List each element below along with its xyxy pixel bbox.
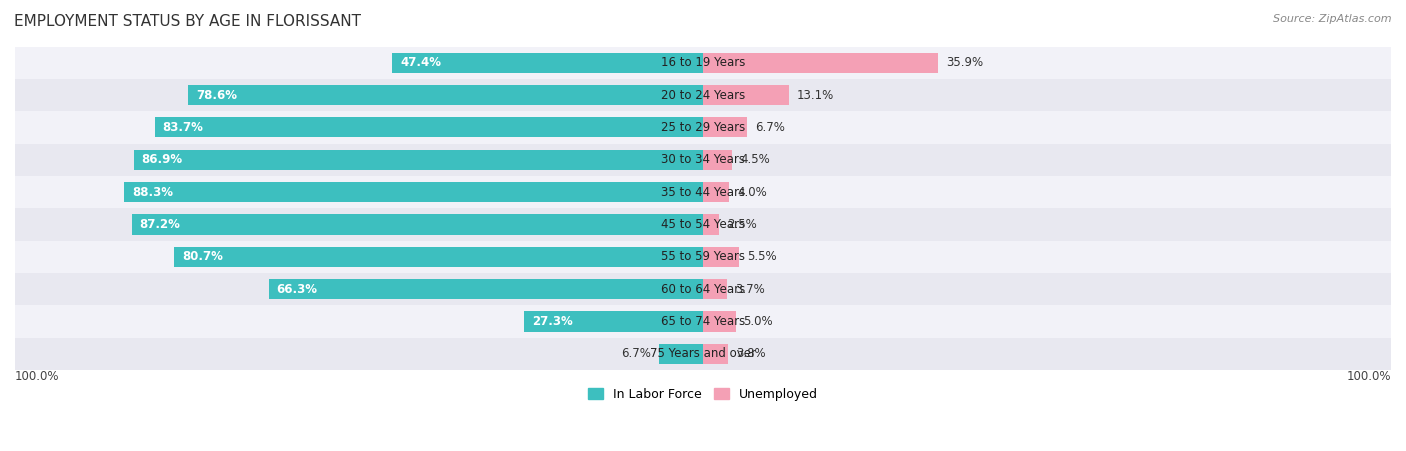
Text: 100.0%: 100.0% (15, 370, 59, 383)
Text: 3.7%: 3.7% (735, 283, 765, 296)
Text: 88.3%: 88.3% (132, 186, 173, 198)
Bar (703, 117, 747, 138)
Text: 100.0%: 100.0% (1347, 370, 1391, 383)
Text: 16 to 19 Years: 16 to 19 Years (661, 56, 745, 69)
Bar (524, 312, 703, 331)
Text: 60 to 64 Years: 60 to 64 Years (661, 283, 745, 296)
Bar (703, 247, 740, 267)
Text: 47.4%: 47.4% (401, 56, 441, 69)
Text: 2.5%: 2.5% (727, 218, 756, 231)
Text: 86.9%: 86.9% (142, 153, 183, 166)
Text: 80.7%: 80.7% (183, 250, 224, 263)
Bar (15, 143, 1391, 176)
Text: 4.5%: 4.5% (741, 153, 770, 166)
Text: 66.3%: 66.3% (277, 283, 318, 296)
Bar (659, 344, 703, 364)
Bar (703, 215, 720, 235)
Bar (269, 279, 703, 299)
Text: EMPLOYMENT STATUS BY AGE IN FLORISSANT: EMPLOYMENT STATUS BY AGE IN FLORISSANT (14, 14, 361, 28)
Bar (392, 53, 703, 73)
Text: 5.0%: 5.0% (744, 315, 773, 328)
Text: 83.7%: 83.7% (163, 121, 204, 134)
Bar (703, 344, 728, 364)
Bar (15, 111, 1391, 143)
Text: 6.7%: 6.7% (621, 347, 651, 360)
Text: 55 to 59 Years: 55 to 59 Years (661, 250, 745, 263)
Bar (15, 208, 1391, 241)
Text: 35 to 44 Years: 35 to 44 Years (661, 186, 745, 198)
Bar (15, 176, 1391, 208)
Bar (155, 117, 703, 138)
Text: 78.6%: 78.6% (195, 88, 236, 101)
Text: 27.3%: 27.3% (531, 315, 572, 328)
Bar (703, 312, 735, 331)
Bar (15, 273, 1391, 305)
Bar (703, 279, 727, 299)
Bar (15, 241, 1391, 273)
Bar (703, 53, 938, 73)
Text: 87.2%: 87.2% (139, 218, 180, 231)
Text: 5.5%: 5.5% (747, 250, 776, 263)
Bar (188, 85, 703, 105)
Bar (15, 305, 1391, 338)
Text: 30 to 34 Years: 30 to 34 Years (661, 153, 745, 166)
Bar (703, 182, 730, 202)
Text: 75 Years and over: 75 Years and over (650, 347, 756, 360)
Bar (134, 150, 703, 170)
Bar (124, 182, 703, 202)
Bar (703, 150, 733, 170)
Text: 65 to 74 Years: 65 to 74 Years (661, 315, 745, 328)
Legend: In Labor Force, Unemployed: In Labor Force, Unemployed (583, 383, 823, 406)
Bar (15, 46, 1391, 79)
Text: 35.9%: 35.9% (946, 56, 983, 69)
Bar (15, 79, 1391, 111)
Bar (703, 85, 789, 105)
Bar (15, 338, 1391, 370)
Text: Source: ZipAtlas.com: Source: ZipAtlas.com (1274, 14, 1392, 23)
Text: 25 to 29 Years: 25 to 29 Years (661, 121, 745, 134)
Text: 6.7%: 6.7% (755, 121, 785, 134)
Text: 45 to 54 Years: 45 to 54 Years (661, 218, 745, 231)
Text: 3.8%: 3.8% (735, 347, 765, 360)
Text: 20 to 24 Years: 20 to 24 Years (661, 88, 745, 101)
Text: 13.1%: 13.1% (797, 88, 834, 101)
Bar (132, 215, 703, 235)
Text: 4.0%: 4.0% (737, 186, 766, 198)
Bar (174, 247, 703, 267)
